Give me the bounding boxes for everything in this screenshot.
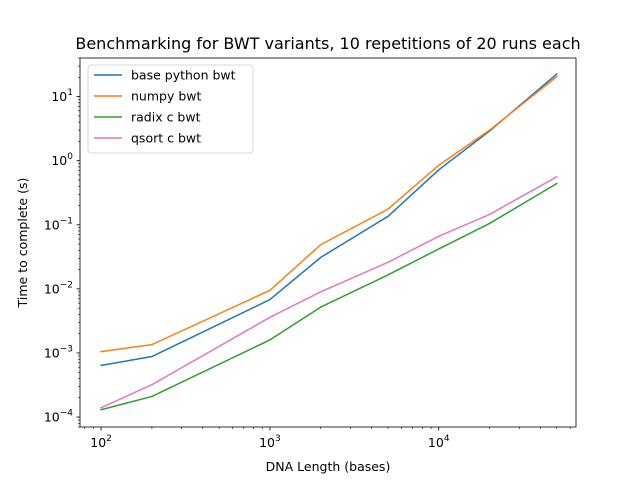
plot-area bbox=[79, 57, 577, 428]
y-tick-label: 10−2 bbox=[44, 280, 73, 296]
legend-label: radix c bwt bbox=[131, 110, 201, 125]
y-tick-label: 10−1 bbox=[44, 216, 73, 232]
x-tick-label: 104 bbox=[428, 434, 450, 450]
series-line-3 bbox=[100, 182, 558, 411]
legend-label: qsort c bwt bbox=[131, 131, 201, 146]
chart-title: Benchmarking for BWT variants, 10 repeti… bbox=[75, 34, 580, 53]
x-axis: 102 103 104 bbox=[84, 427, 571, 450]
x-axis-label: DNA Length (bases) bbox=[266, 459, 391, 474]
y-tick-label: 10−3 bbox=[44, 344, 73, 360]
legend-box bbox=[87, 64, 254, 154]
series-layer bbox=[100, 72, 558, 411]
series-line-2 bbox=[100, 75, 558, 353]
series-line-1 bbox=[100, 72, 558, 367]
y-tick-label: 100 bbox=[51, 152, 73, 168]
plot-frame bbox=[79, 57, 577, 428]
x-tick-label: 103 bbox=[259, 434, 281, 450]
legend-label: numpy bwt bbox=[131, 89, 201, 104]
y-tick-label: 10−4 bbox=[44, 409, 73, 425]
legend: base python bwt numpy bwt radix c bwt qsort… bbox=[87, 64, 254, 154]
y-tick-label: 101 bbox=[51, 88, 73, 104]
y-axis-label: Time to complete (s) bbox=[15, 178, 30, 309]
legend-label: base python bwt bbox=[131, 68, 236, 83]
x-tick-label: 102 bbox=[90, 434, 112, 450]
series-line-4 bbox=[100, 175, 558, 409]
y-axis: 10−4 10−3 10−2 10−1 100 101 bbox=[44, 57, 80, 428]
